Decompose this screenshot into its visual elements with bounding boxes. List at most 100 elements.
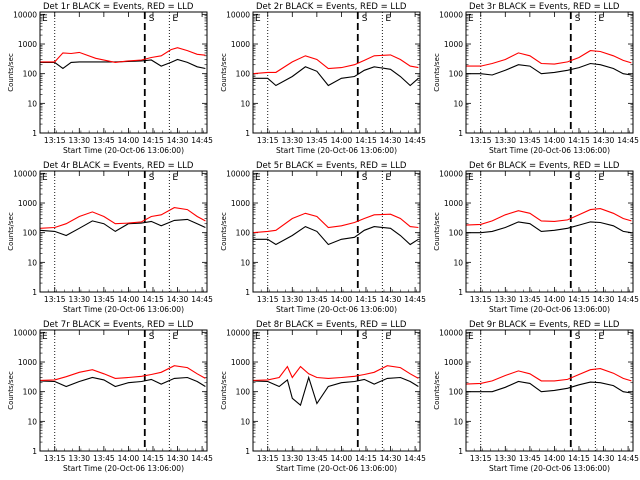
y-tick-label: 1 [458,288,463,297]
y-tick-label: 1 [32,447,37,456]
series-events [253,66,419,87]
y-tick-label: 100 [236,388,251,397]
y-tick-label: 1 [32,129,37,138]
y-axis-label: Counts/sec [7,212,15,251]
x-axis-label: Start Time (20-Oct-06 13:06:00) [276,464,397,473]
y-tick-label: 1000 [231,199,250,208]
x-tick-label: 13:45 [306,136,328,145]
x-tick-label: 13:30 [281,136,303,145]
marker-e-start: E [468,332,474,342]
x-tick-label: 14:45 [617,295,639,304]
x-tick-label: 13:30 [281,295,303,304]
x-tick-label: 14:00 [118,295,140,304]
series-events [466,62,632,76]
panel-1: Det 1r BLACK = Events, RED = LLD 1 10 100 10… [7,2,213,155]
x-tick-label: 14:45 [404,295,426,304]
x-tick-label: 13:15 [470,295,492,304]
plot-frame [39,170,208,293]
y-axis-label: Counts/sec [433,53,441,92]
x-tick-label: 14:15 [142,295,164,304]
x-tick-label: 13:30 [68,454,90,463]
marker-e-start: E [42,332,48,342]
x-tick-label: 13:45 [519,295,541,304]
plot-frame [252,11,421,134]
y-tick-label: 10 [240,99,250,108]
y-tick-label: 10000 [13,10,37,19]
panel-5: Det 5r BLACK = Events, RED = LLD 1 10 100 10… [220,161,426,314]
x-tick-label: 14:30 [593,454,615,463]
y-tick-label: 1000 [231,358,250,367]
marker-e: E [172,173,178,183]
y-tick-label: 1000 [444,40,463,49]
plot-frame [465,170,634,293]
y-tick-label: 1000 [444,199,463,208]
marker-e: E [385,173,391,183]
panel-title: Det 9r BLACK = Events, RED = LLD [469,320,620,330]
x-tick-label: 14:45 [191,295,213,304]
series-events [39,376,206,388]
panel-7: Det 7r BLACK = Events, RED = LLD 1 10 100 10… [7,320,213,473]
x-tick-label: 13:30 [68,136,90,145]
plot-frame [465,329,634,452]
panel-6: Det 6r BLACK = Events, RED = LLD 1 10 100 10… [433,161,639,314]
y-tick-label: 10 [453,258,463,267]
marker-s: S [575,14,581,24]
series-events [253,225,419,246]
y-tick-label: 100 [449,388,464,397]
x-tick-label: 13:30 [494,454,516,463]
series-lld [466,50,632,67]
y-tick-label: 100 [23,229,38,238]
x-tick-label: 14:30 [593,295,615,304]
y-tick-label: 100 [449,229,464,238]
y-tick-label: 1000 [18,358,37,367]
marker-e: E [385,332,391,342]
x-tick-label: 14:00 [544,295,566,304]
plot-frame [252,170,421,293]
y-tick-label: 1 [245,447,250,456]
panel-title: Det 2r BLACK = Events, RED = LLD [256,2,407,12]
x-tick-label: 13:15 [44,136,66,145]
x-tick-label: 14:30 [380,295,402,304]
marker-e: E [598,14,604,24]
marker-e: E [598,332,604,342]
x-tick-label: 14:30 [167,136,189,145]
panel-title: Det 8r BLACK = Events, RED = LLD [256,320,407,330]
marker-s: S [149,173,155,183]
y-tick-label: 1 [245,129,250,138]
x-tick-label: 13:15 [44,454,66,463]
x-tick-label: 13:15 [470,454,492,463]
panel-4: Det 4r BLACK = Events, RED = LLD 1 10 100 10… [7,161,213,314]
x-tick-label: 13:15 [257,454,279,463]
plot-frame [252,329,421,452]
series-events [40,58,206,70]
x-tick-label: 14:45 [191,454,213,463]
x-tick-label: 14:15 [142,454,164,463]
y-tick-label: 100 [236,229,251,238]
x-axis-label: Start Time (20-Oct-06 13:06:00) [489,146,610,155]
y-tick-label: 100 [236,70,251,79]
y-tick-label: 10000 [13,169,37,178]
y-tick-label: 1 [245,288,250,297]
series-lld [252,212,419,234]
series-events [466,221,632,234]
y-tick-label: 10 [27,417,37,426]
marker-e: E [172,332,178,342]
y-tick-label: 10000 [226,328,250,337]
x-tick-label: 13:45 [93,295,115,304]
x-axis-label: Start Time (20-Oct-06 13:06:00) [489,305,610,314]
panel-title: Det 1r BLACK = Events, RED = LLD [43,2,194,12]
x-tick-label: 14:15 [355,295,377,304]
y-axis-label: Counts/sec [220,212,228,251]
plot-frame [39,329,208,452]
series-lld [465,208,632,226]
marker-s: S [149,332,155,342]
y-tick-label: 1 [32,288,37,297]
marker-s: S [149,14,155,24]
y-tick-label: 10 [27,258,37,267]
series-lld [252,54,419,75]
x-tick-label: 14:45 [404,136,426,145]
marker-s: S [575,332,581,342]
series-events [252,375,419,407]
x-tick-label: 13:30 [494,295,516,304]
x-tick-label: 13:30 [68,295,90,304]
